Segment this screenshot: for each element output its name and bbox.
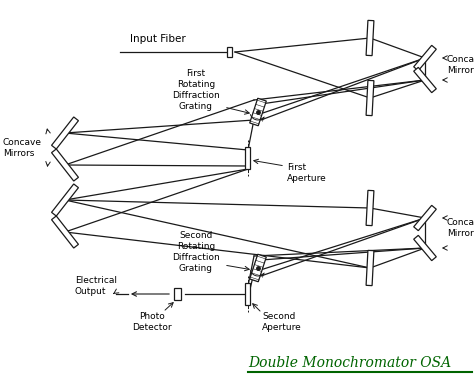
Polygon shape [174,288,182,300]
Polygon shape [366,80,374,116]
Polygon shape [246,283,250,305]
Polygon shape [52,149,78,181]
Polygon shape [246,147,250,169]
Polygon shape [250,98,266,126]
Text: Second
Aperture: Second Aperture [262,312,302,332]
Polygon shape [52,117,78,149]
Polygon shape [250,254,266,282]
Text: First
Aperture: First Aperture [287,163,327,183]
Text: Concave
Mirrors: Concave Mirrors [447,218,474,238]
Polygon shape [414,235,436,261]
Polygon shape [228,47,233,57]
Text: Input Fiber: Input Fiber [130,34,186,44]
Polygon shape [414,205,436,231]
Polygon shape [414,45,436,70]
Text: Photo
Detector: Photo Detector [132,312,172,332]
Text: Concave
Mirrors: Concave Mirrors [447,55,474,75]
Polygon shape [52,216,78,248]
Text: First
Rotating
Diffraction
Grating: First Rotating Diffraction Grating [172,69,220,111]
Polygon shape [366,20,374,56]
Polygon shape [366,190,374,226]
Text: Double Monochromator OSA: Double Monochromator OSA [248,356,451,370]
Polygon shape [414,67,436,92]
Text: Electrical
Output: Electrical Output [75,276,117,296]
Text: Concave
Mirrors: Concave Mirrors [3,138,42,158]
Polygon shape [366,251,374,286]
Text: Second
Rotating
Diffraction
Grating: Second Rotating Diffraction Grating [172,231,220,273]
Polygon shape [52,184,78,216]
